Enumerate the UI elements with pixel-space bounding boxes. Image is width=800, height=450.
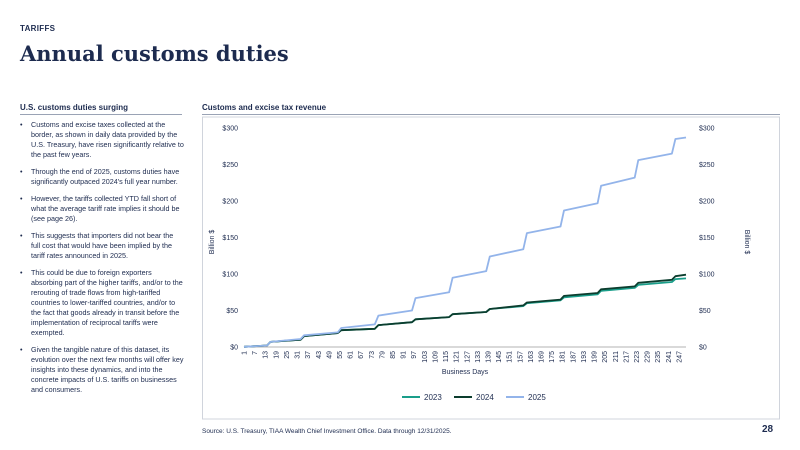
bullet-item: This could be due to foreign exporters a… xyxy=(20,268,184,338)
x-tick-label: 247 xyxy=(676,351,683,363)
x-tick-label: 217 xyxy=(623,351,630,363)
right-y-tick-label: $50 xyxy=(699,308,711,315)
x-tick-label: 79 xyxy=(379,351,386,359)
bullet-item: Given the tangible nature of this datase… xyxy=(20,345,184,395)
x-tick-label: 181 xyxy=(560,351,567,363)
right-y-tick-label: $200 xyxy=(699,199,715,206)
x-tick-label: 85 xyxy=(390,351,397,359)
x-tick-label: 19 xyxy=(273,351,280,359)
chart-divider xyxy=(202,114,780,115)
left-y-tick-label: $200 xyxy=(222,199,238,206)
left-y-tick-label: $250 xyxy=(222,162,238,169)
x-tick-label: 43 xyxy=(316,351,323,359)
x-tick-label: 139 xyxy=(485,351,492,363)
sidebar-heading: U.S. customs duties surging xyxy=(20,103,129,112)
x-tick-label: 175 xyxy=(549,351,556,363)
x-tick-label: 37 xyxy=(305,351,312,359)
x-tick-label: 187 xyxy=(570,351,577,363)
x-tick-label: 127 xyxy=(464,351,471,363)
x-tick-label: 31 xyxy=(295,351,302,359)
left-y-tick-label: $50 xyxy=(226,308,238,315)
x-tick-label: 193 xyxy=(581,351,588,363)
series-line-2024 xyxy=(243,273,687,348)
x-tick-label: 73 xyxy=(369,351,376,359)
x-tick-label: 1 xyxy=(242,351,249,355)
right-y-tick-label: $100 xyxy=(699,272,715,279)
x-tick-label: 121 xyxy=(454,351,461,363)
bullet-item: This suggests that importers did not bea… xyxy=(20,231,184,261)
x-tick-label: 229 xyxy=(645,351,652,363)
x-tick-label: 49 xyxy=(326,351,333,359)
series-line-2025 xyxy=(243,136,687,348)
x-axis: 1 7 13 19 25 31 37 43 49 55 61 67 73 79 85 91 97 103 109 11… xyxy=(242,351,684,363)
right-y-axis-title: Billion $ xyxy=(743,230,750,255)
x-tick-label: 205 xyxy=(602,351,609,363)
x-tick-label: 235 xyxy=(655,351,662,363)
x-tick-label: 97 xyxy=(411,351,418,359)
left-y-tick-label: $300 xyxy=(222,126,238,133)
x-tick-label: 133 xyxy=(475,351,482,363)
bullet-item: Customs and excise taxes collected at th… xyxy=(20,120,184,160)
x-tick-label: 241 xyxy=(666,351,673,363)
left-y-tick-label: $0 xyxy=(230,345,238,352)
right-y-tick-label: $300 xyxy=(699,126,715,133)
page-number: 28 xyxy=(762,424,774,435)
left-y-tick-label: $100 xyxy=(222,272,238,279)
sidebar-divider xyxy=(20,114,182,115)
x-tick-label: 211 xyxy=(613,351,620,362)
left-y-axis: $0 $50 $100 $150 $200 $250 $300 xyxy=(222,126,238,352)
x-tick-label: 61 xyxy=(348,351,355,359)
bullet-list: Customs and excise taxes collected at th… xyxy=(20,120,184,402)
right-y-tick-label: $150 xyxy=(699,235,715,242)
x-tick-label: 109 xyxy=(432,351,439,363)
right-y-tick-label: $250 xyxy=(699,162,715,169)
series-lines xyxy=(243,136,687,348)
bullet-item: However, the tariffs collected YTD fall … xyxy=(20,194,184,224)
x-tick-label: 25 xyxy=(284,351,291,359)
chart-legend: 2023 2024 2025 xyxy=(402,393,546,402)
x-tick-label: 55 xyxy=(337,351,344,359)
legend-label: 2023 xyxy=(424,393,442,402)
x-tick-label: 163 xyxy=(528,351,535,363)
bullet-item: Through the end of 2025, customs duties … xyxy=(20,167,184,187)
x-axis-title: Business Days xyxy=(442,369,489,376)
x-tick-label: 169 xyxy=(539,351,546,363)
x-tick-label: 151 xyxy=(507,351,514,363)
x-tick-label: 223 xyxy=(634,351,641,363)
x-tick-label: 91 xyxy=(401,351,408,359)
x-tick-label: 7 xyxy=(252,351,259,355)
legend-label: 2025 xyxy=(528,393,546,402)
x-tick-label: 115 xyxy=(443,351,450,362)
source-note: Source: U.S. Treasury, TIAA Wealth Chief… xyxy=(202,428,452,435)
legend-label: 2024 xyxy=(476,393,494,402)
chart-frame xyxy=(202,116,780,420)
x-tick-label: 145 xyxy=(496,351,503,363)
left-y-tick-label: $150 xyxy=(222,235,238,242)
x-tick-label: 103 xyxy=(422,351,429,363)
left-y-axis-title: Billion $ xyxy=(209,230,216,255)
right-y-tick-label: $0 xyxy=(699,345,707,352)
right-y-axis: $0 $50 $100 $150 $200 $250 $300 xyxy=(699,126,715,352)
x-tick-label: 199 xyxy=(592,351,599,363)
chart-title: Customs and excise tax revenue xyxy=(202,103,327,112)
revenue-line-chart: $0$50$100$150$200$250$300 $0$50$100$150$… xyxy=(202,116,780,420)
section-eyebrow: TARIFFS xyxy=(20,24,56,33)
x-tick-label: 67 xyxy=(358,351,365,359)
x-tick-label: 157 xyxy=(517,351,524,363)
x-tick-label: 13 xyxy=(263,351,270,359)
page-title: Annual customs duties xyxy=(20,41,289,66)
